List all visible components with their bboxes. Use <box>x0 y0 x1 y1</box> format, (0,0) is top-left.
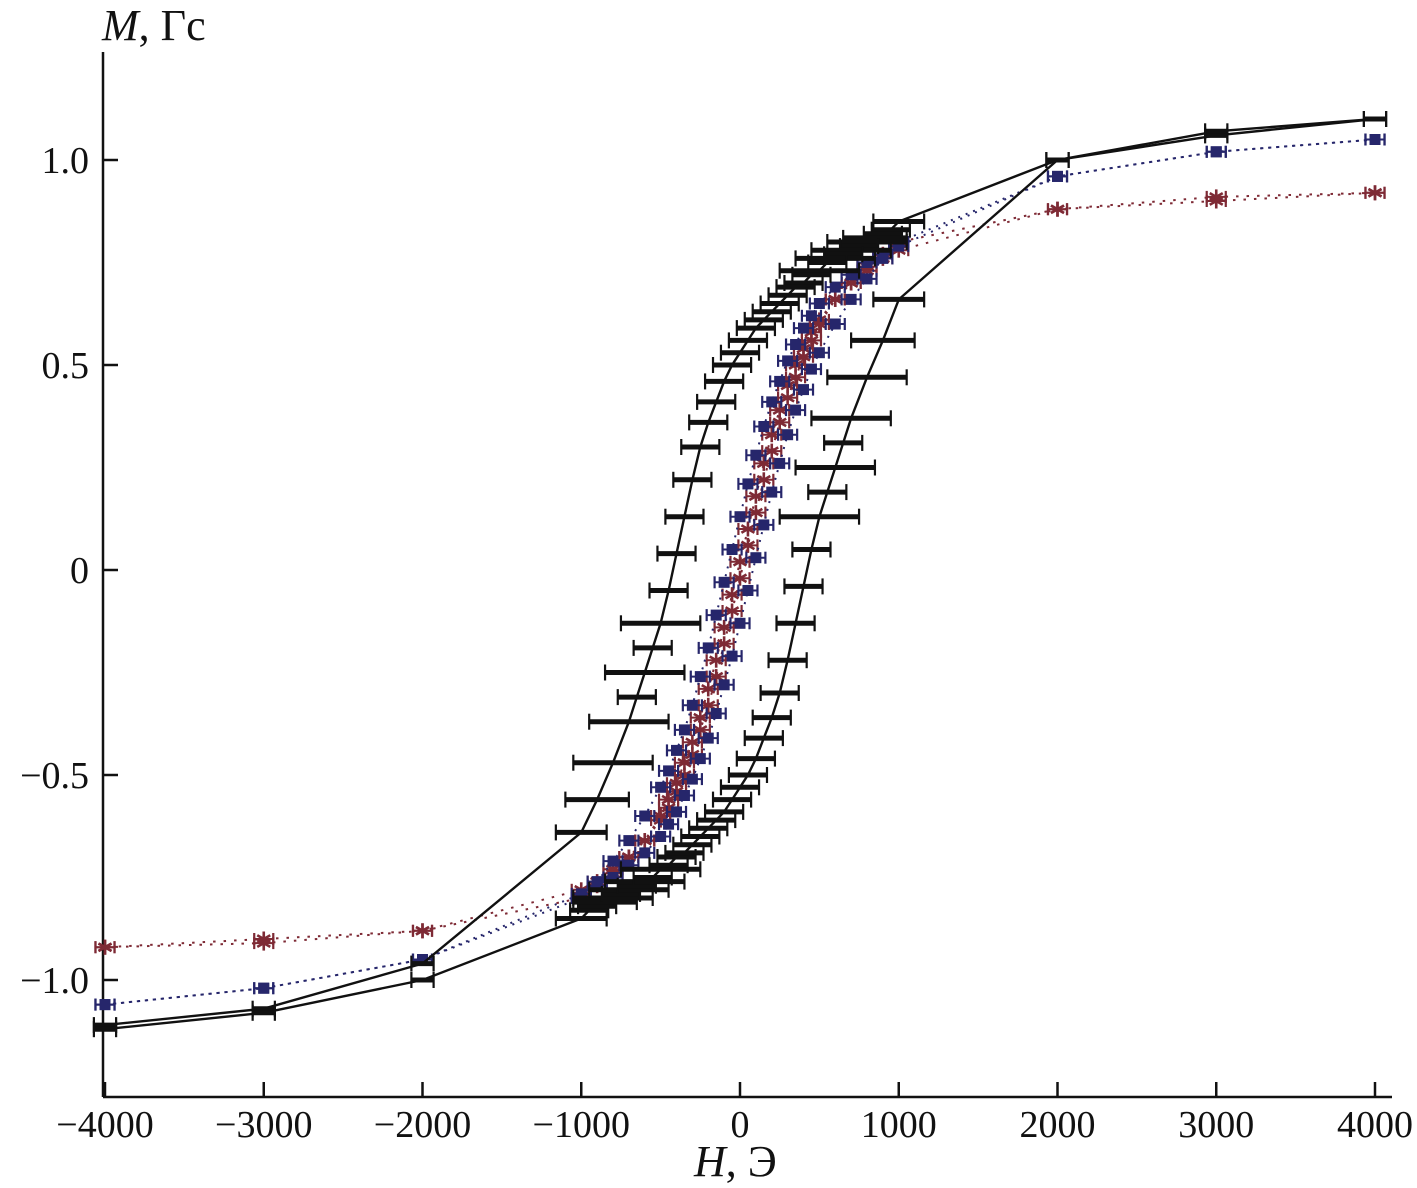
series-black-solid-errorbars <box>92 111 1388 1038</box>
series-red-dotted-stars <box>94 185 1386 955</box>
svg-text:−2000: −2000 <box>374 1104 471 1146</box>
svg-text:1000: 1000 <box>861 1104 937 1146</box>
svg-text:−1000: −1000 <box>533 1104 630 1146</box>
svg-text:−1.0: −1.0 <box>20 960 89 1002</box>
svg-text:4000: 4000 <box>1337 1104 1413 1146</box>
svg-text:2000: 2000 <box>1020 1104 1096 1146</box>
svg-text:0: 0 <box>731 1104 750 1146</box>
svg-text:3000: 3000 <box>1178 1104 1254 1146</box>
x-axis-unit: , Э <box>725 1137 777 1186</box>
svg-text:−4000: −4000 <box>56 1104 153 1146</box>
x-axis-variable: H <box>694 1137 726 1186</box>
svg-text:0: 0 <box>70 550 89 592</box>
svg-text:1.0: 1.0 <box>42 140 90 182</box>
svg-text:−0.5: −0.5 <box>20 755 89 797</box>
y-axis-unit: , Гс <box>138 1 206 50</box>
y-axis-variable: M <box>102 1 139 50</box>
y-axis-title: M, Гс <box>102 4 206 48</box>
svg-text:−3000: −3000 <box>215 1104 312 1146</box>
x-axis-title: H, Э <box>694 1140 777 1184</box>
svg-text:0.5: 0.5 <box>42 345 90 387</box>
